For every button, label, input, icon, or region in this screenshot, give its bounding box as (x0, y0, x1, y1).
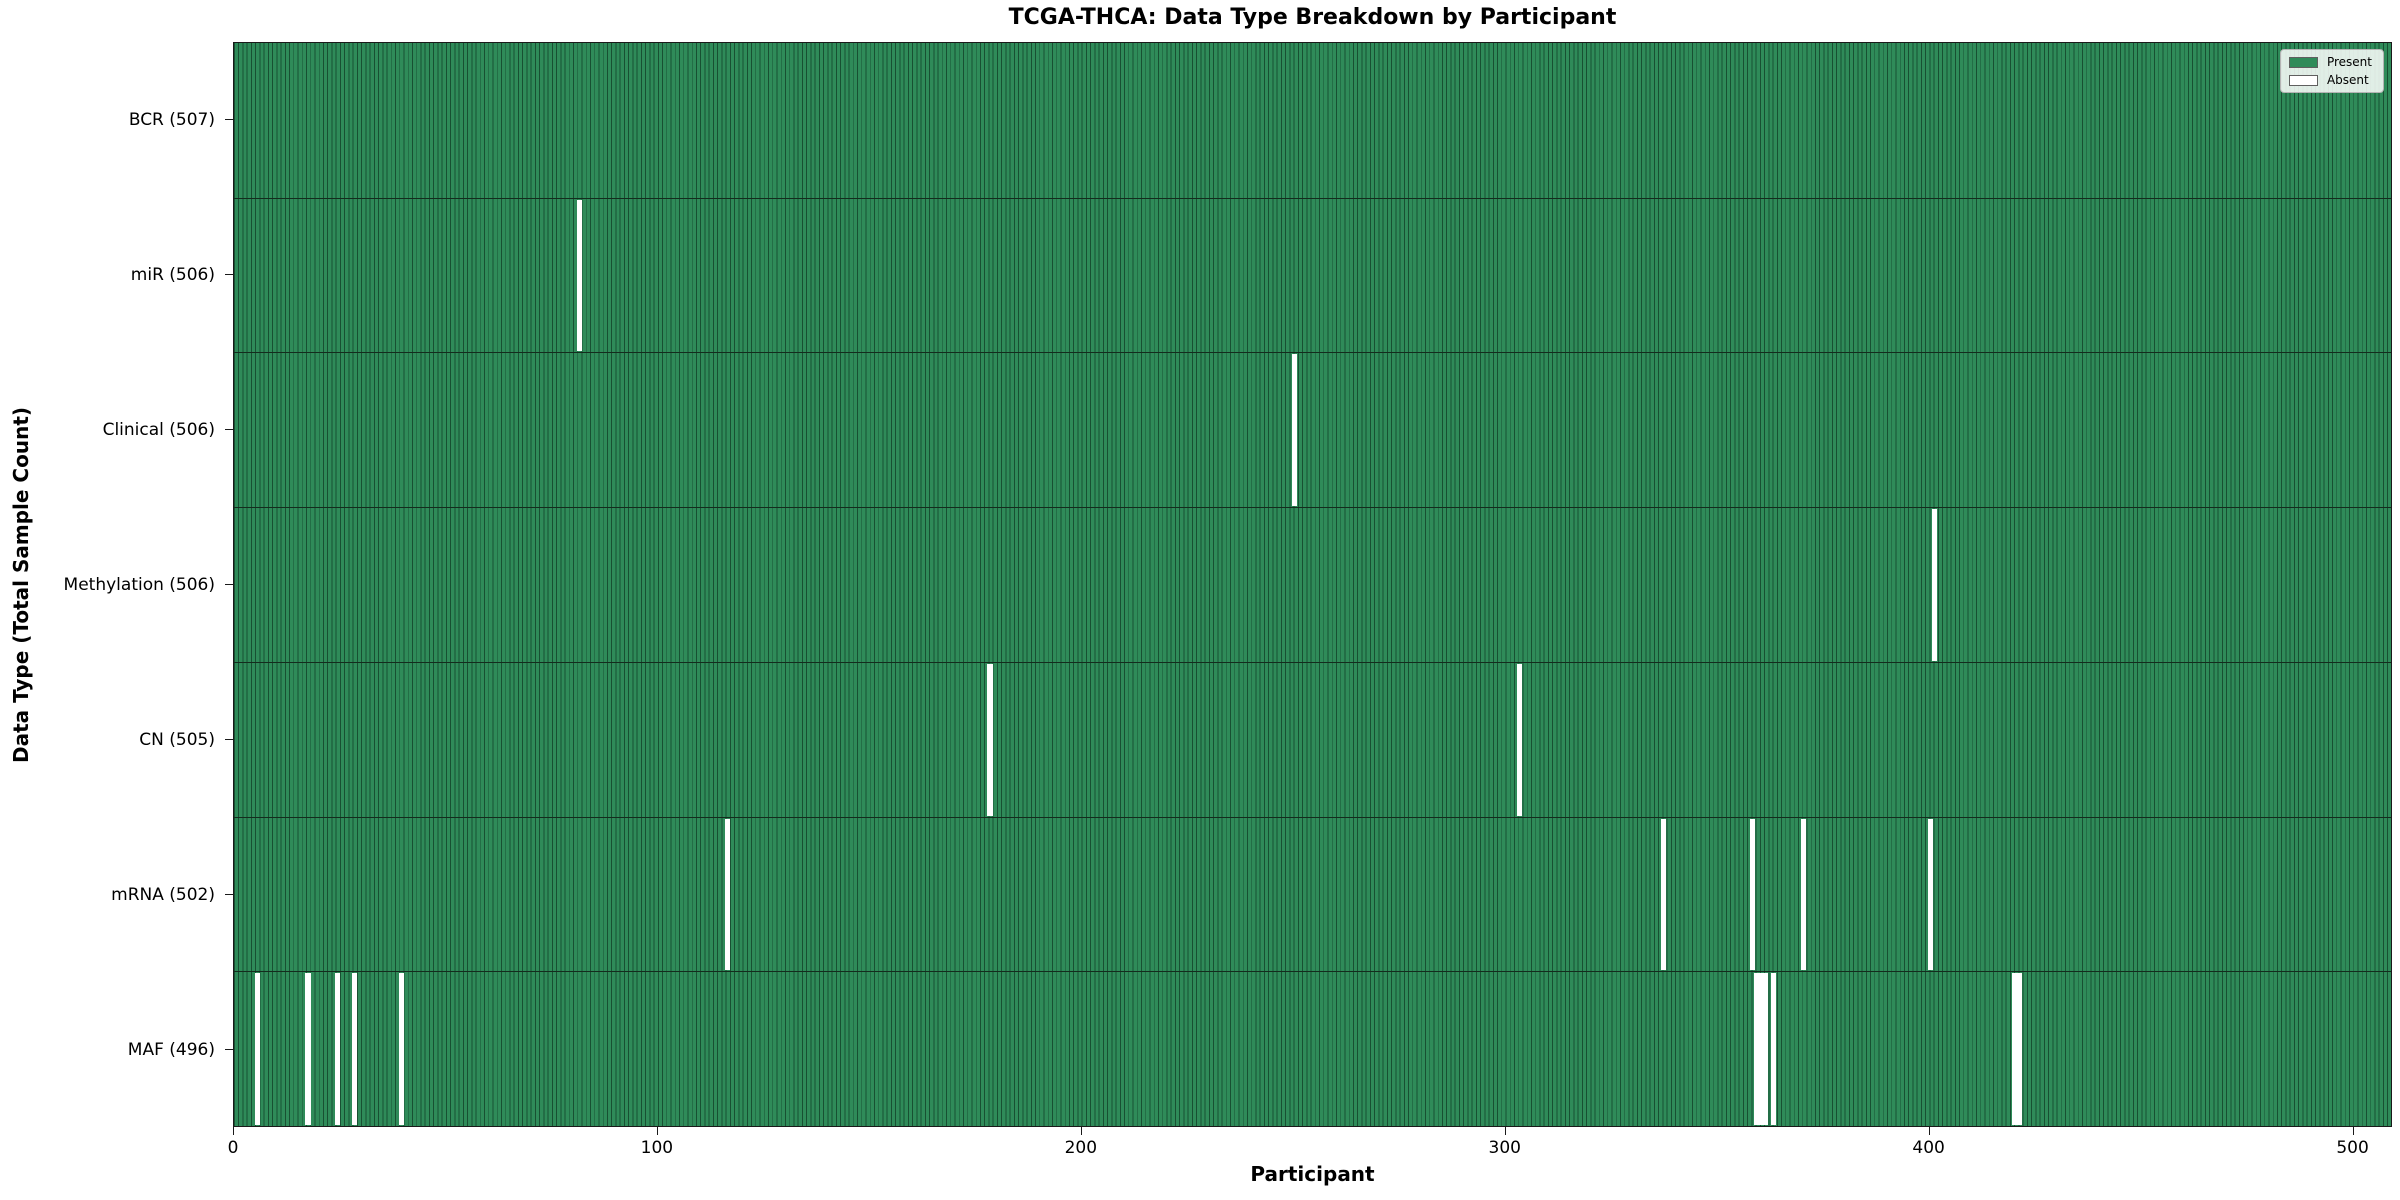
x-tick-mark (1928, 1127, 1930, 1135)
legend-swatch-icon (2288, 74, 2318, 86)
legend-entry-absent: Absent (2288, 73, 2372, 87)
absent-gap (1292, 354, 1298, 507)
data-row-BCR (234, 43, 2391, 198)
x-tick-label: 100 (640, 1138, 674, 1158)
data-row-CN (234, 661, 2391, 817)
y-tick-mark (225, 739, 233, 741)
data-row-Clinical (234, 352, 2391, 508)
y-tick-mark (225, 584, 233, 586)
absent-gap (1770, 973, 1777, 1125)
y-tick-mark (225, 274, 233, 276)
absent-gap (398, 973, 404, 1125)
x-tick-label: 0 (227, 1138, 239, 1158)
legend-entry-present: Present (2288, 55, 2372, 69)
x-tick-mark (2352, 1127, 2354, 1135)
absent-gap (576, 199, 582, 352)
legend-label: Present (2326, 55, 2372, 69)
absent-gap (2012, 973, 2018, 1125)
y-tick-mark (225, 429, 233, 431)
legend: Present Absent (2279, 49, 2384, 93)
data-row-MAF (234, 971, 2391, 1126)
absent-gap (1660, 818, 1666, 971)
x-axis-label: Participant (1250, 1162, 1375, 1186)
absent-gap (335, 973, 341, 1125)
absent-gap (1758, 973, 1764, 1125)
y-tick-label: miR (506) (130, 264, 215, 285)
data-row-mRNA (234, 816, 2391, 972)
plot-area: Present Absent (233, 42, 2392, 1127)
absent-gap (1753, 973, 1760, 1125)
absent-gap (724, 818, 730, 971)
y-tick-mark (225, 1049, 233, 1051)
y-tick-label: BCR (507) (128, 109, 215, 130)
x-tick-label: 500 (2336, 1138, 2369, 1158)
absent-gap (352, 973, 358, 1125)
x-tick-label: 200 (1064, 1138, 1098, 1158)
absent-gap (1749, 818, 1755, 971)
x-tick-label: 400 (1912, 1138, 1945, 1158)
y-tick-label: mRNA (502) (111, 884, 215, 905)
absent-gap (1931, 509, 1937, 661)
y-tick-label: CN (505) (139, 729, 215, 750)
absent-gap (305, 973, 311, 1125)
absent-gap (987, 663, 993, 816)
chart-title: TCGA-THCA: Data Type Breakdown by Partic… (1008, 5, 1617, 30)
absent-gap (1800, 818, 1806, 971)
x-tick-mark (1504, 1127, 1507, 1135)
data-row-Methylation (234, 507, 2391, 662)
y-tick-mark (225, 119, 233, 121)
legend-swatch-icon (2288, 56, 2318, 68)
absent-gap (2016, 973, 2022, 1125)
y-tick-label: Methylation (506) (63, 574, 215, 595)
x-tick-mark (233, 1127, 235, 1135)
x-tick-mark (656, 1127, 659, 1135)
absent-gap (1516, 663, 1522, 816)
y-tick-mark (225, 894, 233, 896)
x-tick-label: 300 (1488, 1138, 1521, 1158)
legend-label: Absent (2326, 73, 2369, 87)
absent-gap (1762, 973, 1768, 1125)
absent-gap (1927, 818, 1933, 971)
x-tick-mark (1080, 1127, 1083, 1135)
absent-gap (254, 973, 260, 1125)
data-row-miR (234, 197, 2391, 353)
y-tick-label: Clinical (506) (102, 419, 215, 440)
y-tick-label: MAF (496) (127, 1039, 215, 1060)
